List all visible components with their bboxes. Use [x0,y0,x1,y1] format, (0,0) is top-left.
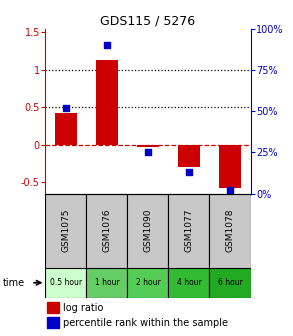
Text: time: time [3,278,25,288]
Bar [54,113,77,145]
Bar [47,302,59,313]
Text: log ratio: log ratio [63,302,103,312]
Bar [86,268,127,298]
Bar [178,145,200,167]
Title: GDS115 / 5276: GDS115 / 5276 [100,14,195,28]
Bar [219,145,241,188]
Bar [127,268,168,298]
Point [105,42,109,48]
Text: 1 hour: 1 hour [95,278,119,287]
Text: 0.5 hour: 0.5 hour [50,278,82,287]
Point [187,169,191,175]
Text: GSM1090: GSM1090 [144,209,152,252]
Point [228,187,232,193]
Text: percentile rank within the sample: percentile rank within the sample [63,318,228,328]
Bar [137,145,159,147]
Text: 4 hour: 4 hour [177,278,201,287]
Bar [45,268,86,298]
Text: GSM1078: GSM1078 [226,209,234,252]
Text: GSM1075: GSM1075 [62,209,70,252]
Text: GSM1077: GSM1077 [185,209,193,252]
Bar [47,317,59,328]
Bar [45,194,86,268]
Text: GSM1076: GSM1076 [103,209,111,252]
Bar [209,194,251,268]
Bar [127,194,168,268]
Point [64,105,68,111]
Bar [86,194,127,268]
Bar [168,268,209,298]
Text: 6 hour: 6 hour [218,278,242,287]
Text: 2 hour: 2 hour [136,278,160,287]
Bar [209,268,251,298]
Point [146,150,150,155]
Bar [168,194,209,268]
Bar [96,60,118,145]
